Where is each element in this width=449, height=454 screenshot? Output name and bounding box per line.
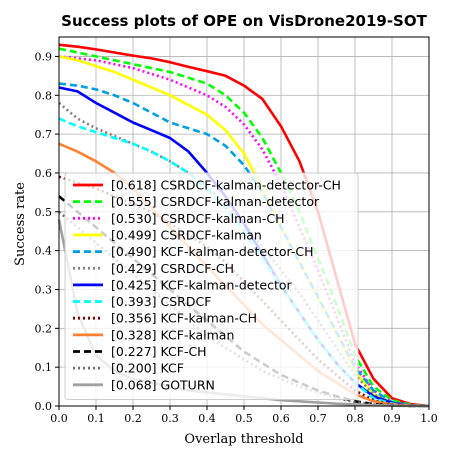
y-tick-label: 0.1 [35,361,53,374]
legend-entry-6: [0.425] KCF-kalman-detector [111,277,293,292]
legend: [0.618] CSRDCF-kalman-detector-CH[0.555]… [64,172,359,400]
legend-entry-8: [0.356] KCF-kalman-CH [111,311,257,326]
chart-title: Success plots of OPE on VisDrone2019-SOT [61,12,427,30]
y-tick-label: 0.0 [35,400,53,413]
legend-entry-2: [0.530] CSRDCF-kalman-CH [111,211,284,226]
y-tick-label: 0.4 [35,245,53,258]
series-line-4 [58,82,430,408]
legend-entry-10: [0.227] KCF-CH [111,344,207,359]
x-axis-label: Overlap threshold [184,432,303,447]
x-tick-label: 0.3 [161,412,179,425]
series-line-5 [58,102,430,408]
axis-ticks: 0.0 0.1 0.2 0.3 0.4 0.5 0.6 0.7 0.8 0.9 1.0 0.0 0.1 0… [35,50,438,425]
series-line-0 [58,43,430,408]
x-tick-label: 1.0 [420,412,438,425]
x-tick-label: 0.1 [87,412,105,425]
legend-box [64,172,359,400]
x-tick-label: 0.2 [124,412,142,425]
x-tick-label: 0.7 [309,412,327,425]
y-tick-label: 0.6 [35,167,53,180]
y-tick-label: 0.5 [35,206,53,219]
x-tick-label: 0.6 [272,412,290,425]
legend-entry-4: [0.490] KCF-kalman-detector-CH [111,244,314,259]
legend-entry-7: [0.393] CSRDCF [111,294,211,309]
legend-entry-3: [0.499] CSRDCF-kalman [111,227,262,242]
legend-entry-9: [0.328] KCF-kalman [111,327,234,342]
y-tick-label: 0.3 [35,283,53,296]
x-tick-label: 0.8 [346,412,364,425]
y-tick-label: 0.7 [35,128,53,141]
x-tick-label: 0.0 [50,412,68,425]
series-line-3 [58,55,430,408]
y-tick-label: 0.9 [35,50,53,63]
x-tick-label: 0.4 [198,412,216,425]
legend-entry-5: [0.429] CSRDCF-CH [111,261,234,276]
x-tick-label: 0.9 [383,412,401,425]
x-tick-label: 0.5 [235,412,253,425]
legend-entry-11: [0.200] KCF [111,361,184,376]
series-line-1 [58,47,430,408]
series-line-2 [58,55,430,408]
legend-entry-1: [0.555] CSRDCF-kalman-detector [111,194,320,209]
legend-entry-12: [0.068] GOTURN [111,377,215,392]
y-tick-label: 0.8 [35,89,53,102]
y-axis-label: Success rate [13,182,28,266]
legend-entry-0: [0.618] CSRDCF-kalman-detector-CH [111,178,341,193]
y-tick-label: 0.2 [35,322,53,335]
